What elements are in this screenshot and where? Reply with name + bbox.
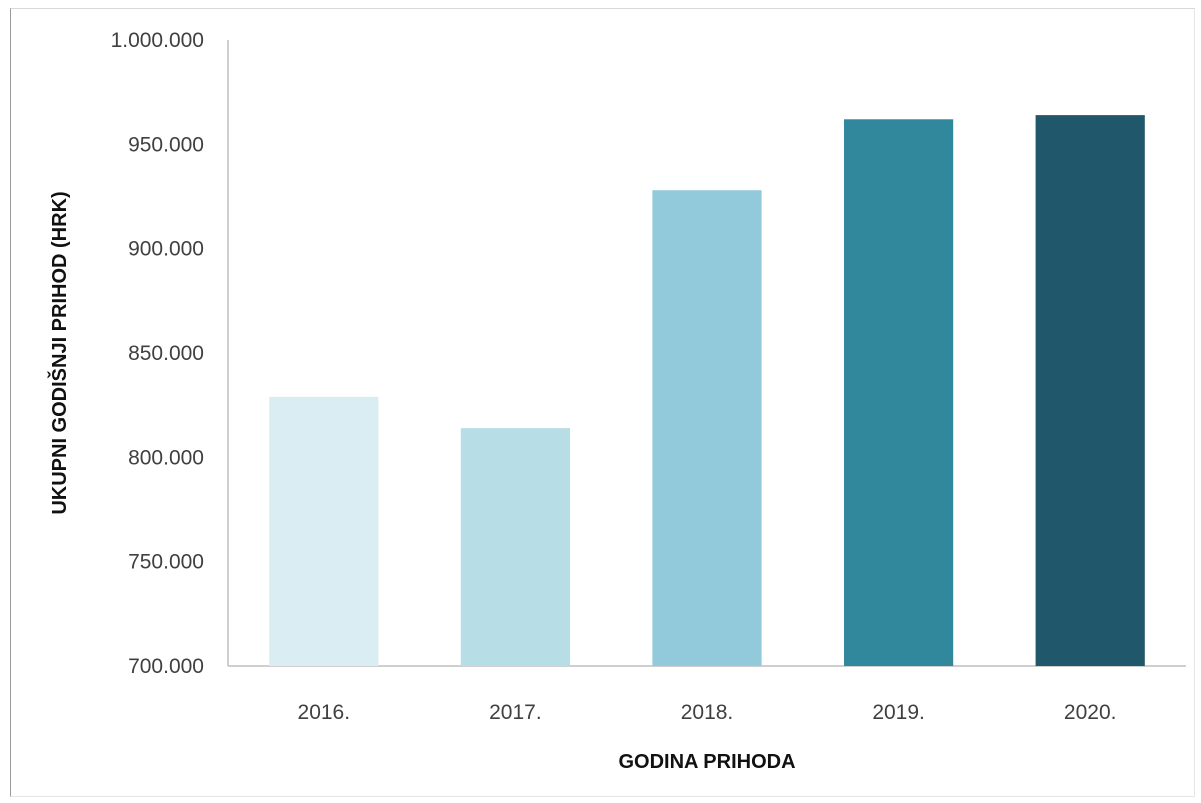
bars <box>269 115 1145 667</box>
bar-2018 <box>652 190 762 667</box>
bar-2016 <box>269 396 379 666</box>
bar-2020 <box>1035 115 1145 667</box>
x-tick-label: 2016. <box>298 701 351 724</box>
y-tick-label: 800.000 <box>128 446 204 469</box>
x-tick-labels: 2016. 2017. 2018. 2019. 2020. <box>298 701 1117 724</box>
x-tick-label: 2019. <box>872 701 925 724</box>
y-tick-label: 700.000 <box>128 655 204 678</box>
y-tick-labels: 700.000 750.000 800.000 850.000 900.000 950.0… <box>111 29 204 678</box>
y-tick-label: 1.000.000 <box>111 29 204 52</box>
bar-2019 <box>843 119 954 666</box>
y-axis-title: UKUPNI GODIŠNJI PRIHOD (HRK) <box>47 191 71 514</box>
y-tick-label: 750.000 <box>128 551 204 574</box>
y-tick-label: 900.000 <box>128 238 204 261</box>
y-tick-label: 950.000 <box>128 133 204 156</box>
chart-frame <box>10 8 1195 797</box>
x-tick-label: 2017. <box>489 701 542 724</box>
y-tick-label: 850.000 <box>128 342 204 365</box>
bar-2017 <box>460 428 571 666</box>
x-tick-label: 2018. <box>681 701 734 724</box>
x-tick-label: 2020. <box>1064 701 1117 724</box>
x-axis-title: GODINA PRIHODA <box>618 751 795 773</box>
